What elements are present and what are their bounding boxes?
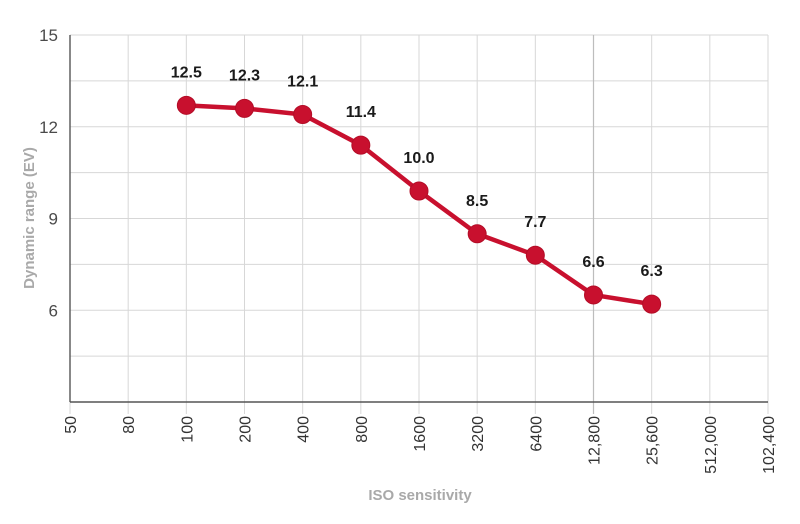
grid-lines — [69, 34, 769, 414]
data-point — [584, 285, 603, 305]
x-tick-label: 25,600 — [645, 416, 662, 465]
x-tick-label: 800 — [354, 416, 371, 443]
data-point — [525, 245, 545, 265]
data-point — [351, 135, 371, 155]
data-point — [642, 294, 662, 314]
data-point — [235, 98, 254, 118]
x-tick-label: 50 — [63, 416, 80, 434]
data-point — [409, 181, 429, 201]
x-tick-labels: 50 80 100 200 400 800 1600 3200 6400 12,800 25,600… — [63, 416, 778, 474]
data-label: 11.4 — [346, 104, 376, 121]
y-tick-labels: 15 12 9 6 — [39, 26, 58, 320]
data-label: 6.6 — [582, 254, 604, 271]
data-label: 10.0 — [403, 150, 434, 167]
x-tick-label: 400 — [296, 416, 313, 443]
y-tick-label: 6 — [49, 301, 58, 320]
data-point — [467, 224, 487, 244]
data-point — [293, 105, 313, 125]
series — [176, 95, 662, 314]
data-point — [176, 95, 196, 115]
y-axis-label: Dynamic range (EV) — [21, 147, 38, 289]
x-tick-label: 102,400 — [761, 416, 778, 474]
x-tick-label: 3200 — [470, 416, 487, 452]
x-tick-label: 512,000 — [703, 416, 720, 474]
x-tick-label: 12,800 — [587, 416, 604, 465]
x-tick-label: 100 — [179, 416, 196, 443]
data-label: 12.3 — [229, 67, 260, 84]
data-label: 7.7 — [524, 214, 546, 231]
data-label: 8.5 — [466, 193, 488, 210]
data-label: 12.1 — [287, 74, 318, 91]
x-tick-label: 200 — [238, 416, 255, 443]
y-tick-label: 12 — [39, 118, 58, 137]
data-label: 6.3 — [641, 263, 663, 280]
x-axis-label: ISO sensitivity — [368, 487, 472, 504]
axes — [69, 35, 768, 403]
data-label: 12.5 — [171, 64, 202, 81]
x-tick-label: 80 — [121, 416, 138, 434]
data-labels: 12.5 12.3 12.1 11.4 10.0 8.5 7.7 6.6 6.3 — [171, 64, 663, 280]
y-tick-label: 9 — [49, 210, 58, 229]
x-tick-label: 6400 — [528, 416, 545, 452]
x-tick-label: 1600 — [412, 416, 429, 452]
y-tick-label: 15 — [39, 26, 58, 45]
